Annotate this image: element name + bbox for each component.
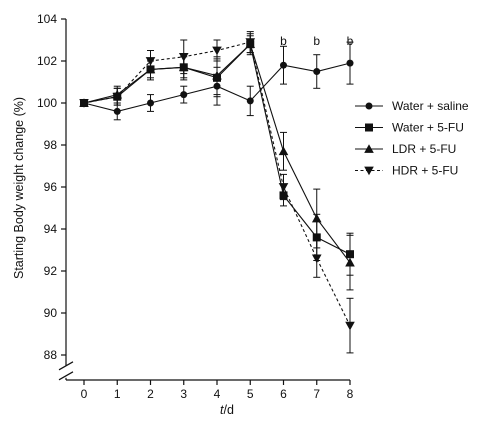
legend-label: Water + saline xyxy=(392,99,469,113)
x-tick-label: 6 xyxy=(280,387,287,401)
legend-item: Water + 5-FU xyxy=(355,121,464,135)
y-axis-title: Starting Body weight change (%) xyxy=(12,97,26,279)
series-layer xyxy=(79,31,355,354)
data-point-circle xyxy=(280,61,287,69)
data-point-triangle-down xyxy=(212,46,222,56)
x-tick-label: 0 xyxy=(81,387,88,401)
y-tick-label: 104 xyxy=(37,12,57,26)
data-point-circle xyxy=(113,107,121,115)
data-point-triangle-down xyxy=(311,254,322,264)
y-tick-label: 102 xyxy=(37,54,57,68)
data-point-triangle-down xyxy=(345,321,355,331)
legend-label: Water + 5-FU xyxy=(392,121,464,135)
data-point-circle xyxy=(365,102,373,110)
series-hdr-5-fu xyxy=(79,31,355,354)
y-tick-label: 100 xyxy=(37,96,57,110)
y-tick-label: 94 xyxy=(44,222,58,236)
data-point-triangle-down xyxy=(112,92,123,102)
axis-break-mark xyxy=(58,371,74,381)
axis-break-mark xyxy=(58,361,74,371)
data-point-triangle-up xyxy=(278,146,289,156)
y-tick-label: 98 xyxy=(44,138,58,152)
legend-label: HDR + 5-FU xyxy=(392,164,458,178)
series-water-saline xyxy=(80,41,354,121)
x-tick-label: 3 xyxy=(180,387,187,401)
y-tick-label: 88 xyxy=(44,348,58,362)
data-point-triangle-down xyxy=(145,57,156,66)
data-point-triangle-up xyxy=(311,213,322,223)
x-tick-label: 2 xyxy=(147,387,154,401)
data-point-triangle-down xyxy=(364,166,374,176)
legend-item: Water + saline xyxy=(355,99,469,113)
data-point-triangle-down xyxy=(278,183,289,192)
x-tick-label: 7 xyxy=(313,387,320,401)
significance-label: b xyxy=(280,34,287,48)
y-tick-label: 96 xyxy=(44,180,58,194)
significance-label: b xyxy=(313,34,320,48)
x-axis-title-unit: /d xyxy=(224,403,234,417)
legend-item: LDR + 5-FU xyxy=(355,142,456,156)
significance-label: b xyxy=(347,34,354,48)
data-point-circle xyxy=(346,59,354,67)
legend-item: HDR + 5-FU xyxy=(355,164,458,178)
x-tick-label: 4 xyxy=(214,387,221,401)
data-point-triangle-down xyxy=(245,38,256,47)
data-point-square xyxy=(365,123,373,132)
data-point-circle xyxy=(180,91,188,99)
data-point-triangle-up xyxy=(364,144,374,153)
data-point-circle xyxy=(246,97,254,105)
data-point-triangle-up xyxy=(345,257,355,267)
y-tick-label: 90 xyxy=(44,306,58,320)
legend: Water + saline Water + 5-FU LDR + 5-FU HDR … xyxy=(355,99,469,178)
series-ldr-5-fu xyxy=(79,35,355,291)
x-axis-title-italic: t xyxy=(220,403,224,417)
x-tick-label: 1 xyxy=(114,387,121,401)
data-point-triangle-up xyxy=(212,70,222,80)
x-tick-label: 8 xyxy=(347,387,354,401)
x-tick-label: 5 xyxy=(247,387,254,401)
data-point-circle xyxy=(313,68,321,75)
x-axis-title: t/d xyxy=(220,403,234,417)
data-point-circle xyxy=(147,99,154,107)
y-tick-label: 92 xyxy=(44,264,58,278)
legend-label: LDR + 5-FU xyxy=(392,142,456,156)
data-point-triangle-down xyxy=(178,52,189,62)
axes: 88 90 92 94 96 98 100 102 104 0 1 2 3 4 5 6 7 8 xyxy=(37,12,354,401)
data-point-triangle-down xyxy=(79,99,89,108)
